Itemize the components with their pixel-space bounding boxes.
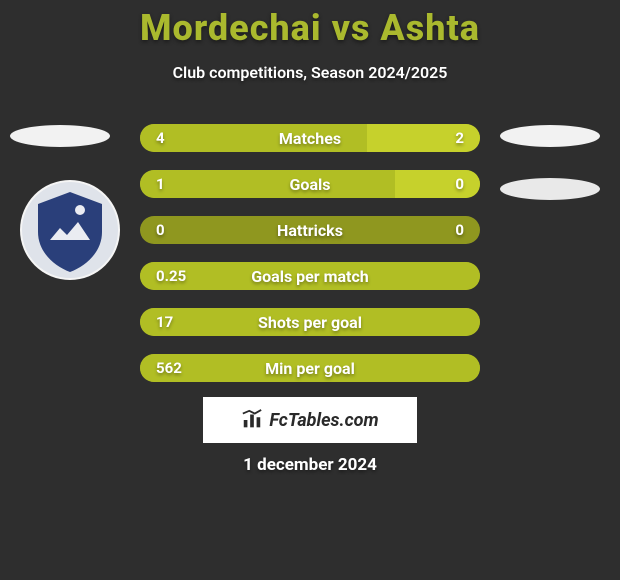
- attribution-box: FcTables.com: [203, 397, 417, 443]
- stat-label: Min per goal: [140, 359, 480, 378]
- stat-label: Goals per match: [140, 267, 480, 286]
- stat-label: Matches: [140, 129, 480, 148]
- stat-row: 17Shots per goal: [140, 308, 480, 336]
- club-badge-svg: [20, 180, 120, 280]
- player-right-placeholder-1: [500, 125, 600, 147]
- stat-row: 4Matches2: [140, 124, 480, 152]
- page-title: Mordechai vs Ashta: [0, 7, 620, 49]
- attribution-text: FcTables.com: [269, 410, 378, 431]
- stat-row: 0Hattricks0: [140, 216, 480, 244]
- player-right-name: Ashta: [380, 7, 480, 49]
- stat-row: 0.25Goals per match: [140, 262, 480, 290]
- subtitle: Club competitions, Season 2024/2025: [0, 63, 620, 82]
- vs-label: vs: [332, 7, 371, 49]
- comparison-canvas: Mordechai vs Ashta Club competitions, Se…: [0, 0, 620, 580]
- footer-date: 1 december 2024: [0, 455, 620, 475]
- stat-row: 562Min per goal: [140, 354, 480, 382]
- stat-row: 1Goals0: [140, 170, 480, 198]
- stat-label: Hattricks: [140, 221, 480, 240]
- stat-label: Goals: [140, 175, 480, 194]
- player-right-placeholder-2: [500, 178, 600, 200]
- player-left-name: Mordechai: [140, 7, 322, 49]
- player-left-placeholder-1: [10, 125, 110, 147]
- chart-icon: [241, 409, 263, 431]
- stat-label: Shots per goal: [140, 313, 480, 332]
- club-badge: [20, 180, 120, 280]
